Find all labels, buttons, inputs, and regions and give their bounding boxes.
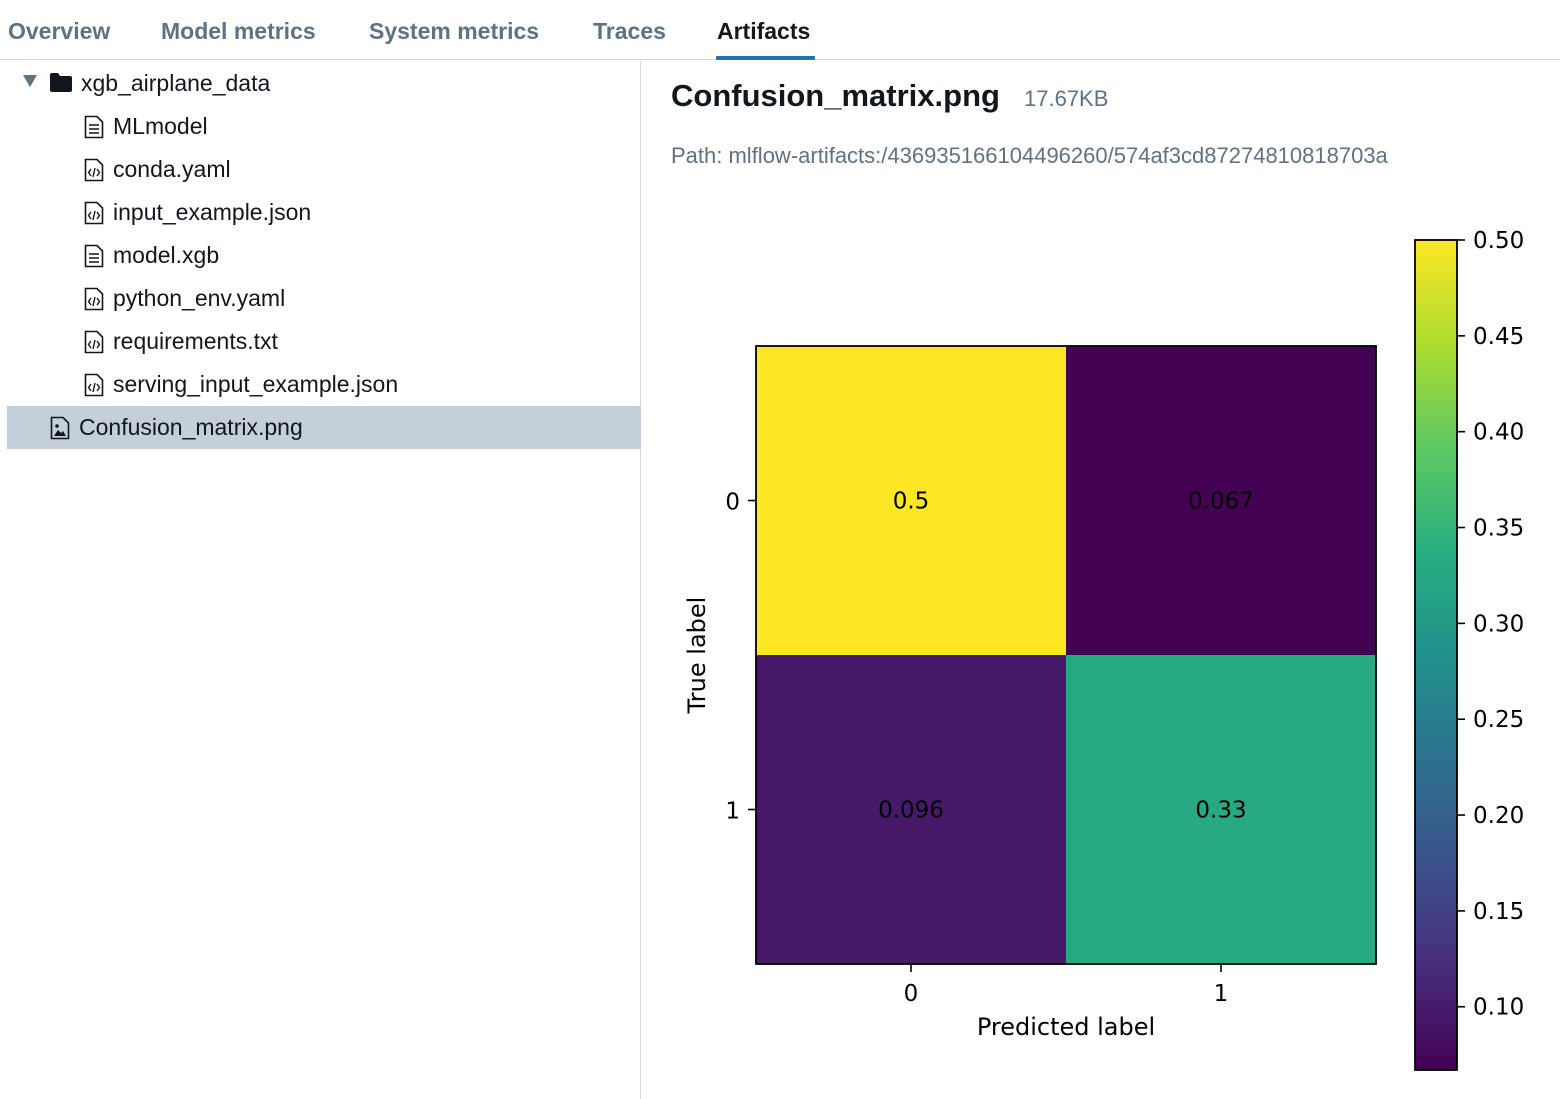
tab-bar: Overview Model metrics System metrics Tr… <box>0 0 1560 60</box>
colorbar-tick-label: 0.20 <box>1473 803 1524 829</box>
preview-filesize: 17.67KB <box>1024 86 1109 111</box>
folder-icon <box>50 73 72 92</box>
code-file-icon <box>84 330 104 354</box>
colorbar-tick-label: 0.45 <box>1473 324 1524 350</box>
tree-file-label: python_env.yaml <box>113 285 286 311</box>
active-tab-indicator <box>716 56 815 60</box>
tree-file-serving-input-example-json[interactable]: serving_input_example.json <box>7 363 641 406</box>
image-file-icon <box>50 416 70 440</box>
tree-file-model-xgb[interactable]: model.xgb <box>7 234 641 277</box>
tree-file-label: conda.yaml <box>113 156 231 182</box>
cell-value-label: 0.067 <box>1188 489 1254 515</box>
code-file-icon <box>84 373 104 397</box>
confusion-matrix-chart: 0.5 0.067 0.096 0.33 0 1 0 1 Predicted label Tru… <box>683 228 1524 1071</box>
heatmap-cell <box>1066 346 1376 655</box>
text-file-icon <box>84 115 104 139</box>
y-axis-label: True label <box>683 597 711 715</box>
colorbar-axis: 0.50 0.45 0.40 0.35 0.30 0.25 0.20 0.15 0.10 <box>1457 228 1524 1021</box>
colorbar-tick-label: 0.15 <box>1473 899 1524 925</box>
colorbar-tick-label: 0.50 <box>1473 228 1524 254</box>
heatmap-cell <box>1066 655 1376 964</box>
code-file-icon <box>84 287 104 311</box>
colorbar <box>1414 239 1458 1071</box>
y-tick-label: 1 <box>725 799 740 825</box>
text-file-icon <box>84 244 104 268</box>
tree-file-confusion-matrix-png[interactable]: Confusion_matrix.png <box>7 406 641 449</box>
heatmap-cell <box>756 346 1066 655</box>
tree-file-label: input_example.json <box>113 199 312 225</box>
heatmap-axes: 0 1 0 1 Predicted label True label <box>683 490 1228 1042</box>
preview-filename: Confusion_matrix.png <box>671 78 1000 113</box>
tree-file-label: requirements.txt <box>113 328 278 354</box>
x-axis-label: Predicted label <box>977 1013 1155 1041</box>
tree-folder-xgb-airplane-data[interactable]: xgb_airplane_data <box>7 62 641 105</box>
tab-model-metrics[interactable]: Model metrics <box>161 18 316 44</box>
tree-file-python-env-yaml[interactable]: python_env.yaml <box>7 277 641 320</box>
tree-folder-label: xgb_airplane_data <box>81 70 271 96</box>
tree-file-mlmodel[interactable]: MLmodel <box>7 105 641 148</box>
cell-value-label: 0.5 <box>893 489 930 515</box>
tree-file-label: serving_input_example.json <box>113 371 399 397</box>
tree-file-conda-yaml[interactable]: conda.yaml <box>7 148 641 191</box>
colorbar-tick-label: 0.40 <box>1473 420 1524 446</box>
plot-frame <box>755 345 1377 965</box>
heatmap-cell <box>756 655 1066 964</box>
code-file-icon <box>84 201 104 225</box>
y-tick-label: 0 <box>725 490 740 516</box>
caret-down-icon[interactable] <box>23 75 37 87</box>
colorbar-tick-label: 0.10 <box>1473 995 1524 1021</box>
heatmap-cells: 0.5 0.067 0.096 0.33 <box>756 346 1376 964</box>
preview-path: Path: mlflow-artifacts:/4369351661044962… <box>671 143 1388 168</box>
colorbar-tick-label: 0.30 <box>1473 611 1524 637</box>
artifact-tree: xgb_airplane_data MLmodel conda.yaml inp… <box>0 61 641 1099</box>
tree-file-label: MLmodel <box>113 113 208 139</box>
x-tick-label: 0 <box>904 981 919 1007</box>
cell-value-label: 0.096 <box>878 798 944 824</box>
tree-file-label: model.xgb <box>113 242 220 268</box>
tree-file-requirements-txt[interactable]: requirements.txt <box>7 320 641 363</box>
tab-traces[interactable]: Traces <box>593 18 666 44</box>
tree-file-label: Confusion_matrix.png <box>79 414 303 440</box>
tab-overview[interactable]: Overview <box>8 18 111 44</box>
tab-artifacts[interactable]: Artifacts <box>717 18 811 44</box>
colorbar-tick-label: 0.25 <box>1473 707 1524 733</box>
x-tick-label: 1 <box>1214 981 1229 1007</box>
cell-value-label: 0.33 <box>1195 798 1246 824</box>
tab-system-metrics[interactable]: System metrics <box>369 18 540 44</box>
code-file-icon <box>84 158 104 182</box>
tree-file-input-example-json[interactable]: input_example.json <box>7 191 641 234</box>
colorbar-tick-label: 0.35 <box>1473 516 1524 542</box>
